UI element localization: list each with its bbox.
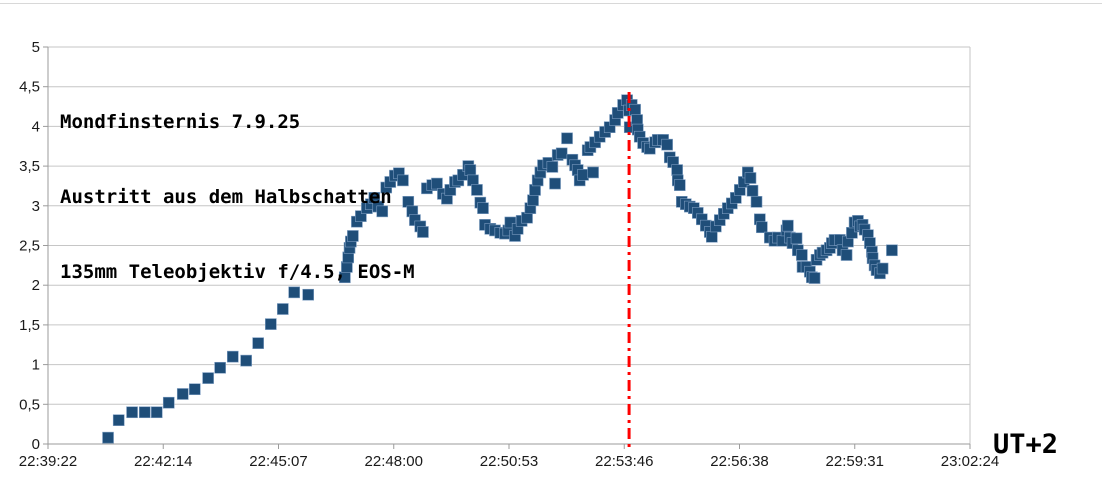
- data-point: [549, 177, 561, 190]
- title-line-1: Mondfinsternis 7.9.25: [60, 111, 301, 133]
- data-point: [750, 196, 763, 208]
- data-point: [629, 103, 641, 116]
- y-tick-label: 0: [32, 436, 40, 453]
- y-tick-label: 3: [32, 198, 40, 215]
- data-point: [886, 244, 898, 257]
- x-tick-label: 22:45:07: [249, 453, 307, 470]
- data-point: [240, 354, 252, 367]
- data-point: [555, 147, 568, 160]
- data-point: [397, 174, 409, 187]
- data-point: [347, 230, 359, 242]
- data-point: [808, 272, 821, 284]
- y-tick-label: 1: [32, 357, 40, 374]
- data-point: [587, 166, 599, 179]
- data-point: [790, 232, 803, 245]
- chart-title: Mondfinsternis 7.9.25 Austritt aus dem H…: [60, 60, 415, 310]
- data-point: [355, 210, 367, 222]
- data-point: [176, 388, 189, 400]
- x-tick-label: 22:48:00: [365, 453, 423, 470]
- data-point: [706, 230, 718, 243]
- x-tick-label: 23:02:24: [941, 453, 999, 470]
- data-point: [464, 164, 477, 176]
- data-point: [527, 194, 539, 207]
- data-point: [782, 219, 794, 232]
- y-tick-label: 4: [32, 118, 40, 135]
- y-tick-label: 3,5: [19, 158, 40, 175]
- data-point: [504, 216, 517, 229]
- data-point: [671, 164, 683, 176]
- data-point: [126, 406, 138, 419]
- data-point: [188, 383, 201, 396]
- title-line-2: Austritt aus dem Halbschatten: [60, 186, 392, 208]
- data-points: [102, 94, 898, 444]
- y-tick-label: 5: [32, 39, 40, 56]
- data-point: [138, 406, 151, 419]
- data-point: [112, 414, 125, 426]
- data-point: [477, 202, 489, 214]
- x-tick-label: 22:39:22: [19, 453, 77, 470]
- x-tick-label: 22:42:14: [134, 453, 192, 470]
- data-point: [302, 288, 314, 301]
- data-point: [561, 132, 573, 145]
- data-point: [150, 406, 163, 419]
- y-tick-label: 1,5: [19, 317, 40, 334]
- data-point: [162, 396, 175, 409]
- data-point: [214, 361, 226, 374]
- gridlines: [48, 46, 971, 444]
- data-point: [277, 303, 289, 315]
- data-point: [661, 138, 673, 151]
- x-tick-label: 22:59:31: [826, 453, 884, 470]
- axes: [43, 46, 971, 449]
- axis-labels: 0 0,5 1 1,5 2 2,5 3 3,5 4 4,5 5 22:39:22 22:42:14 22:…: [19, 39, 999, 470]
- data-point: [746, 184, 759, 197]
- data-point: [577, 169, 589, 181]
- timezone-label: UT+2: [993, 429, 1059, 460]
- data-point: [876, 262, 889, 275]
- data-point: [227, 350, 239, 363]
- y-tick-label: 2: [32, 277, 40, 294]
- y-tick-label: 4,5: [19, 79, 40, 96]
- x-tick-label: 22:50:53: [480, 453, 538, 470]
- y-tick-label: 2,5: [19, 238, 40, 255]
- data-point: [202, 372, 214, 384]
- data-point: [376, 205, 389, 218]
- data-point: [756, 221, 768, 234]
- data-point: [417, 226, 429, 238]
- y-tick-label: 0,5: [19, 396, 40, 413]
- data-point: [265, 318, 277, 330]
- x-tick-label: 22:53:46: [595, 453, 653, 470]
- data-point: [840, 249, 853, 261]
- data-point: [471, 184, 483, 196]
- data-point: [431, 177, 443, 190]
- chart-top-border: [0, 3, 1102, 4]
- x-tick-label: 22:56:38: [710, 453, 768, 470]
- data-point: [796, 249, 808, 261]
- data-point: [288, 286, 300, 299]
- data-point: [744, 172, 757, 184]
- data-point: [673, 179, 686, 191]
- title-line-3: 135mm Teleobjektiv f/4.5, EOS-M: [60, 261, 415, 283]
- data-point: [252, 337, 264, 349]
- data-point: [102, 431, 114, 444]
- data-point: [546, 161, 559, 173]
